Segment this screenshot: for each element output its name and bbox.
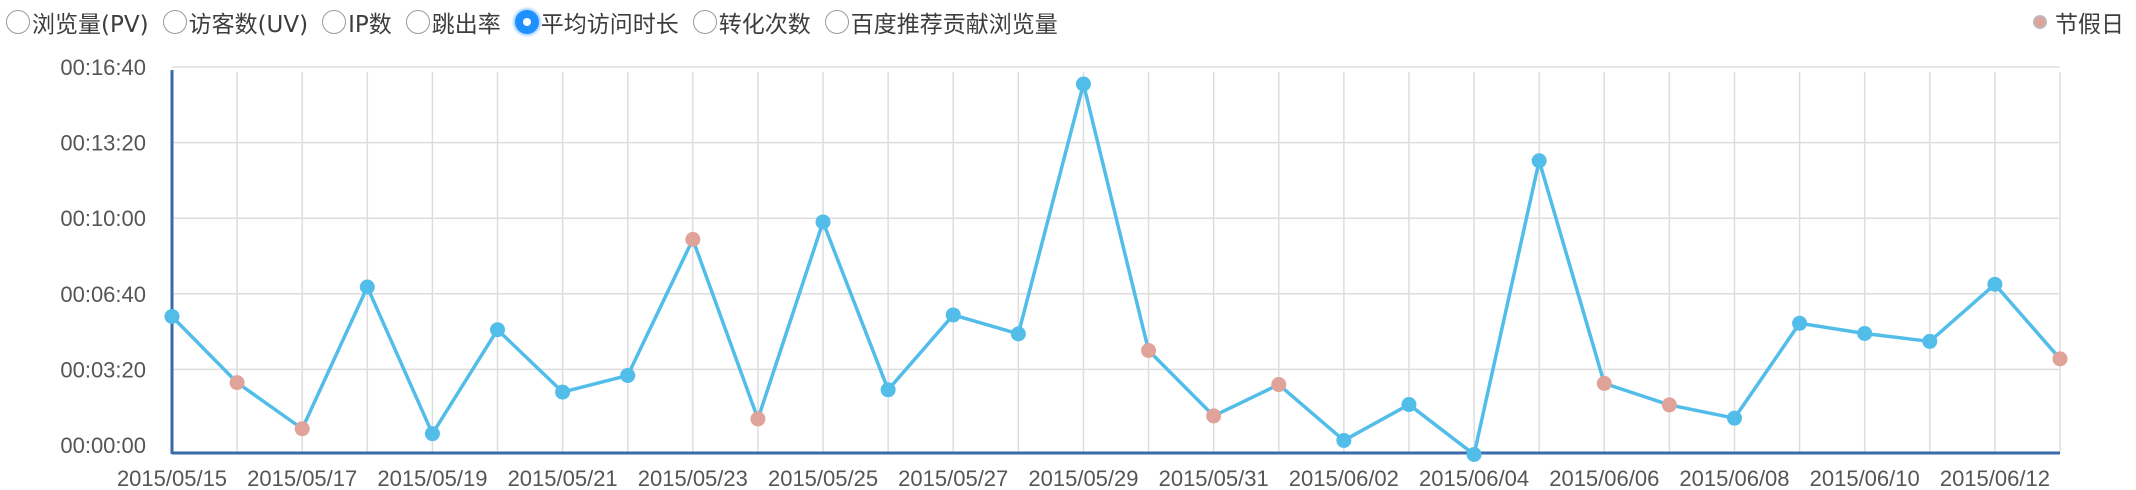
x-tick-label: 2015/05/21 [508,466,618,490]
x-tick-label: 2015/05/23 [638,466,748,490]
x-tick-label: 2015/06/02 [1289,466,1399,490]
radio-uv[interactable] [162,10,187,34]
holiday-data-point [1661,397,1677,413]
metric-label-bounce-rate: 跳出率 [431,12,501,38]
metric-option-conversions[interactable]: 转化次数 [692,5,811,39]
metric-option-pv[interactable]: 浏览量(PV) [6,5,149,39]
data-point [620,367,636,383]
data-point [359,279,375,295]
metric-label-ip: IP数 [348,12,392,38]
x-tick-label: 2015/05/15 [117,466,227,490]
holiday-data-point [294,421,310,437]
radio-ip[interactable] [322,10,347,34]
metric-option-uv[interactable]: 访客数(UV) [162,5,309,39]
radio-pv[interactable] [6,10,30,34]
radio-baidu-recommend[interactable] [824,10,849,34]
data-point [1466,446,1482,462]
metric-label-pv: 浏览量(PV) [32,12,149,38]
holiday-data-point [1141,343,1157,358]
data-point [1922,333,1938,349]
data-point [1792,315,1808,331]
x-tick-label: 2015/06/08 [1679,466,1789,490]
metric-label-baidu-recommend: 百度推荐贡献浏览量 [850,12,1058,38]
x-tick-label: 2015/05/29 [1028,466,1138,490]
data-point [1010,326,1026,342]
holiday-data-point [685,231,701,247]
holiday-legend-label: 节假日 [2055,12,2124,38]
data-point [880,382,896,398]
x-tick-label: 2015/06/06 [1549,466,1659,490]
metric-label-avg-visit-duration: 平均访问时长 [540,12,679,38]
y-tick-label: 00:00:00 [60,433,146,458]
metric-option-ip[interactable]: IP数 [322,5,392,39]
x-tick-label: 2015/06/12 [1940,466,2050,490]
data-point [555,384,571,400]
metric-option-avg-visit-duration[interactable]: 平均访问时长 [514,5,679,39]
data-point [1336,432,1352,448]
metric-label-uv: 访客数(UV) [188,12,309,38]
y-tick-label: 00:13:20 [60,131,146,156]
holiday-data-point [1596,375,1612,391]
radio-conversions[interactable] [692,10,717,34]
chart-legend: 节假日 [2033,4,2124,40]
holiday-legend-dot [2033,15,2047,29]
data-point [1726,410,1742,426]
x-tick-label: 2015/05/17 [247,466,357,490]
y-tick-label: 00:03:20 [60,357,146,382]
metric-option-bounce-rate[interactable]: 跳出率 [405,5,501,39]
x-tick-label: 2015/05/31 [1159,466,1269,490]
x-tick-label: 2015/05/27 [898,466,1008,490]
data-point [1987,276,2003,292]
data-point [1531,153,1547,169]
y-tick-label: 00:10:00 [60,206,146,231]
x-tick-label: 2015/06/04 [1419,466,1529,490]
y-tick-label: 00:06:40 [60,282,146,307]
y-tick-label: 00:16:40 [60,55,146,80]
holiday-data-point [750,411,766,427]
radio-avg-visit-duration[interactable] [514,10,539,34]
data-point [424,426,440,442]
series-line [170,82,2062,457]
data-point [945,307,961,323]
holiday-data-point [1206,408,1222,424]
metric-label-conversions: 转化次数 [718,12,811,38]
radio-bounce-rate[interactable] [405,10,430,34]
x-tick-label: 2015/05/25 [768,466,878,490]
data-point [815,214,831,230]
data-point [1075,76,1091,92]
holiday-data-point [229,375,245,391]
holiday-data-point [2052,351,2068,367]
metric-option-baidu-recommend[interactable]: 百度推荐贡献浏览量 [824,5,1058,39]
x-tick-label: 2015/05/19 [377,466,487,490]
holiday-data-point [1271,377,1287,393]
data-point [490,322,506,338]
data-point [1857,325,1873,341]
x-tick-label: 2015/06/10 [1810,466,1920,490]
data-point [1401,397,1417,413]
data-point [164,308,180,324]
metric-selector: 浏览量(PV) 访客数(UV) IP数 跳出率 平均访问时长 转化次数 百度推荐… [6,4,1072,40]
